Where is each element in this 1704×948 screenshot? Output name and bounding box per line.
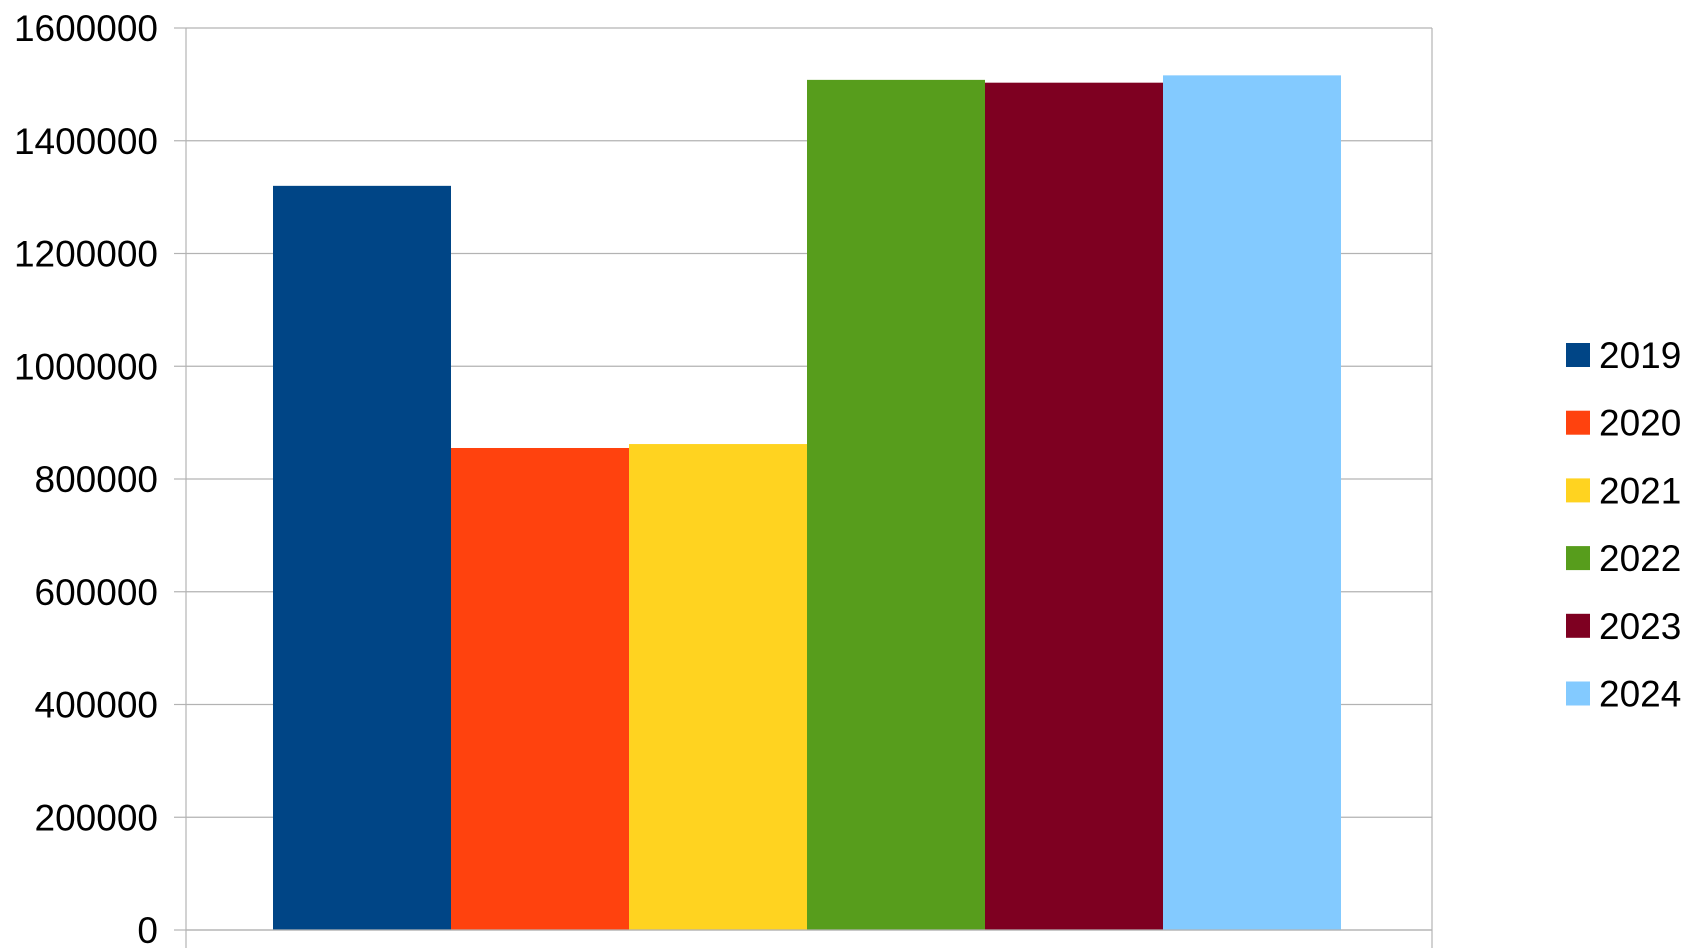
bars-layer — [273, 75, 1341, 931]
y-tick-label: 200000 — [35, 797, 158, 838]
bar-2021 — [629, 444, 807, 930]
legend-item-2024: 2024 — [1566, 674, 1681, 715]
legend-item-2023: 2023 — [1566, 606, 1681, 647]
legend-item-2020: 2020 — [1566, 403, 1681, 444]
bar-2020 — [451, 447, 629, 930]
legend-label: 2020 — [1599, 403, 1681, 444]
legend-swatch — [1566, 410, 1590, 435]
legend-label: 2023 — [1599, 606, 1681, 647]
y-tick-label: 400000 — [35, 685, 158, 726]
bar-2023 — [985, 82, 1163, 931]
legend-item-2019: 2019 — [1566, 335, 1681, 376]
legend-swatch — [1566, 343, 1590, 367]
legend-label: 2024 — [1599, 674, 1681, 715]
axis-layer — [174, 27, 1433, 948]
bar-2024 — [1163, 75, 1341, 931]
legend-label: 2019 — [1599, 335, 1681, 376]
legend-item-2021: 2021 — [1566, 470, 1681, 511]
legend-swatch — [1566, 681, 1590, 706]
y-tick-label: 1200000 — [14, 234, 158, 275]
legend-swatch — [1566, 546, 1590, 571]
bar-2022 — [807, 79, 985, 931]
legend-item-2022: 2022 — [1566, 538, 1681, 579]
y-tick-label: 1000000 — [14, 346, 158, 387]
legend: 2019 2020 2021 2022 2023 2024 — [1566, 335, 1681, 715]
legend-label: 2022 — [1599, 538, 1681, 579]
y-tick-label: 0 — [137, 910, 158, 948]
y-tick-labels: 0 200000 400000 600000 800000 1000000 1200000 1… — [14, 8, 158, 948]
bar-2019 — [273, 185, 451, 931]
y-tick-label: 800000 — [35, 459, 158, 500]
y-tick-label: 1400000 — [14, 121, 158, 162]
y-tick-label: 600000 — [35, 572, 158, 613]
legend-swatch — [1566, 478, 1590, 503]
y-tick-label: 1600000 — [14, 8, 158, 49]
legend-label: 2021 — [1599, 470, 1681, 511]
legend-swatch — [1566, 613, 1590, 638]
